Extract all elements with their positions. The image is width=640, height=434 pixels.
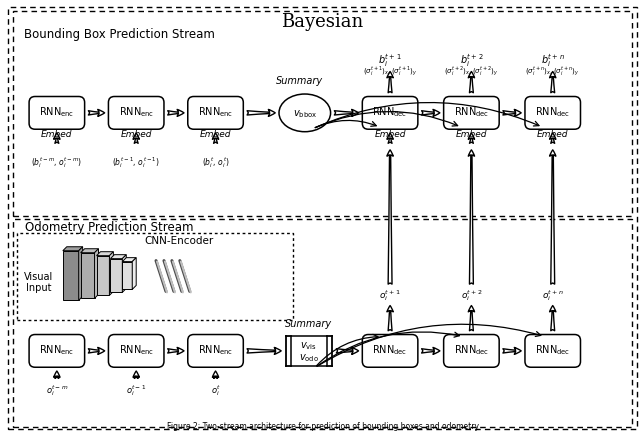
FancyBboxPatch shape bbox=[525, 335, 580, 368]
Text: $b_i^{t+1}$: $b_i^{t+1}$ bbox=[378, 52, 402, 69]
Text: Summary: Summary bbox=[276, 76, 323, 86]
Text: Embed: Embed bbox=[456, 130, 487, 139]
Text: $o_i^{t+1}$: $o_i^{t+1}$ bbox=[380, 288, 401, 302]
FancyBboxPatch shape bbox=[188, 97, 243, 130]
Polygon shape bbox=[79, 247, 83, 301]
Text: Summary: Summary bbox=[285, 319, 332, 329]
Text: Odometry Prediction Stream: Odometry Prediction Stream bbox=[25, 221, 194, 234]
Text: $(\sigma_i^{t+n})_x,(\sigma_i^{t+n})_y$: $(\sigma_i^{t+n})_x,(\sigma_i^{t+n})_y$ bbox=[525, 65, 580, 78]
Text: $\mathrm{RNN_{enc}}$: $\mathrm{RNN_{enc}}$ bbox=[39, 105, 74, 118]
Bar bbox=[17, 233, 293, 320]
Text: $\mathrm{RNN_{enc}}$: $\mathrm{RNN_{enc}}$ bbox=[198, 342, 233, 356]
Text: $(\sigma_i^{t+1})_x,(\sigma_i^{t+1})_y$: $(\sigma_i^{t+1})_x,(\sigma_i^{t+1})_y$ bbox=[363, 65, 417, 78]
Text: $b_i^{t+n}$: $b_i^{t+n}$ bbox=[541, 52, 564, 69]
Polygon shape bbox=[97, 252, 113, 256]
Text: $o_i^{t+n}$: $o_i^{t+n}$ bbox=[542, 288, 564, 302]
Text: $b_i^{t+2}$: $b_i^{t+2}$ bbox=[460, 52, 483, 69]
Text: $o_i^{t}$: $o_i^{t}$ bbox=[211, 382, 221, 397]
Text: Embed: Embed bbox=[374, 130, 406, 139]
Polygon shape bbox=[122, 255, 126, 293]
Text: Bounding Box Prediction Stream: Bounding Box Prediction Stream bbox=[24, 28, 215, 41]
Text: Visual
Input: Visual Input bbox=[24, 271, 54, 293]
Text: $(b_i^{t-1},\,o_i^{t-1})$: $(b_i^{t-1},\,o_i^{t-1})$ bbox=[113, 155, 160, 170]
Bar bbox=[122, 262, 132, 290]
Text: $v_{\mathrm{vis}}$: $v_{\mathrm{vis}}$ bbox=[300, 339, 317, 351]
Bar bbox=[97, 256, 109, 296]
Bar bbox=[13, 220, 632, 427]
Text: $\mathrm{RNN_{dec}}$: $\mathrm{RNN_{dec}}$ bbox=[372, 105, 408, 118]
Ellipse shape bbox=[279, 95, 331, 132]
Text: $(b_i^{t-m},\,o_i^{t-m})$: $(b_i^{t-m},\,o_i^{t-m})$ bbox=[31, 155, 83, 170]
FancyBboxPatch shape bbox=[29, 97, 84, 130]
Polygon shape bbox=[122, 258, 136, 262]
FancyBboxPatch shape bbox=[188, 335, 243, 368]
Text: Embed: Embed bbox=[200, 130, 231, 139]
Text: CNN-Encoder: CNN-Encoder bbox=[144, 235, 214, 245]
Text: $\mathrm{RNN_{dec}}$: $\mathrm{RNN_{dec}}$ bbox=[454, 342, 489, 356]
Text: $o_i^{t-m}$: $o_i^{t-m}$ bbox=[45, 382, 68, 397]
Text: $v_{\mathrm{odo}}$: $v_{\mathrm{odo}}$ bbox=[299, 351, 319, 363]
Text: Embed: Embed bbox=[537, 130, 568, 139]
Text: $\mathrm{RNN_{enc}}$: $\mathrm{RNN_{enc}}$ bbox=[39, 342, 74, 356]
Bar bbox=[111, 259, 122, 293]
FancyBboxPatch shape bbox=[29, 335, 84, 368]
FancyBboxPatch shape bbox=[444, 97, 499, 130]
Polygon shape bbox=[63, 247, 83, 251]
Bar bbox=[81, 253, 95, 299]
Text: $o_i^{t-1}$: $o_i^{t-1}$ bbox=[126, 382, 147, 397]
Text: $\mathrm{RNN_{enc}}$: $\mathrm{RNN_{enc}}$ bbox=[118, 342, 154, 356]
FancyBboxPatch shape bbox=[525, 97, 580, 130]
Text: Embed: Embed bbox=[120, 130, 152, 139]
FancyBboxPatch shape bbox=[362, 97, 418, 130]
Polygon shape bbox=[132, 258, 136, 290]
Text: $\mathrm{RNN_{enc}}$: $\mathrm{RNN_{enc}}$ bbox=[118, 105, 154, 118]
Bar bbox=[291, 336, 326, 366]
FancyBboxPatch shape bbox=[362, 335, 418, 368]
Polygon shape bbox=[95, 249, 99, 299]
Text: $\mathrm{RNN_{enc}}$: $\mathrm{RNN_{enc}}$ bbox=[198, 105, 233, 118]
Text: Embed: Embed bbox=[41, 130, 72, 139]
Text: Bayesian: Bayesian bbox=[282, 13, 364, 30]
Text: $\mathrm{RNN_{dec}}$: $\mathrm{RNN_{dec}}$ bbox=[454, 105, 489, 118]
FancyBboxPatch shape bbox=[108, 335, 164, 368]
Text: $\mathrm{RNN_{dec}}$: $\mathrm{RNN_{dec}}$ bbox=[535, 342, 570, 356]
Text: $\mathrm{RNN_{dec}}$: $\mathrm{RNN_{dec}}$ bbox=[372, 342, 408, 356]
Text: $\mathrm{RNN_{dec}}$: $\mathrm{RNN_{dec}}$ bbox=[535, 105, 570, 118]
Text: $o_i^{t+2}$: $o_i^{t+2}$ bbox=[461, 288, 482, 302]
Text: $(\sigma_i^{t+2})_x,(\sigma_i^{t+2})_y$: $(\sigma_i^{t+2})_x,(\sigma_i^{t+2})_y$ bbox=[444, 65, 499, 78]
Text: $v_{\mathrm{bbox}}$: $v_{\mathrm{bbox}}$ bbox=[292, 108, 317, 119]
FancyBboxPatch shape bbox=[108, 97, 164, 130]
Polygon shape bbox=[81, 249, 99, 253]
FancyBboxPatch shape bbox=[444, 335, 499, 368]
Bar bbox=[13, 12, 632, 217]
Text: Figure 2: Two-stream architecture for prediction of bounding boxes and odometry: Figure 2: Two-stream architecture for pr… bbox=[166, 421, 479, 430]
Text: $(b_i^t,\,o_i^t)$: $(b_i^t,\,o_i^t)$ bbox=[202, 155, 229, 170]
Bar bbox=[63, 251, 79, 301]
Polygon shape bbox=[109, 252, 113, 296]
Polygon shape bbox=[111, 255, 126, 259]
